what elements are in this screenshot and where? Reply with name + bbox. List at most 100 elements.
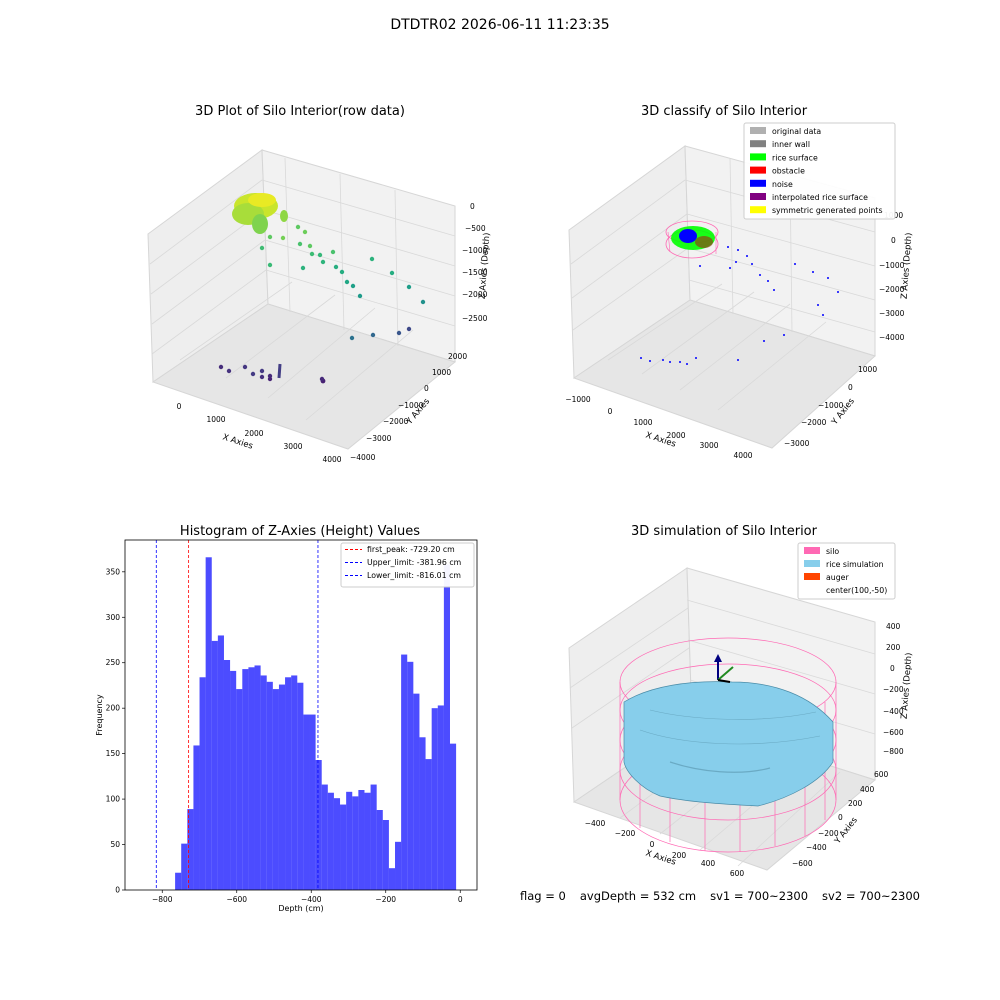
legend-label: obstacle xyxy=(772,167,805,176)
simulation-xtick-0: −400 xyxy=(585,819,606,828)
histogram-y-label: Frequency xyxy=(95,694,104,736)
raw-plot-title: 3D Plot of Silo Interior(row data) xyxy=(195,104,405,119)
classify-noise-points xyxy=(640,246,839,365)
histogram-legend-label: Lower_limit: -816.01 cm xyxy=(367,571,461,580)
simulation-ztick-2: 0 xyxy=(890,664,895,673)
classify-ztick-5: −4000 xyxy=(879,333,905,342)
histogram-ytick-label: 50 xyxy=(110,840,120,849)
histogram-bar xyxy=(413,693,420,890)
raw-y-ticks: 2000 1000 0 −1000 −2000 −3000 −4000 xyxy=(350,352,467,462)
raw-3d-panes xyxy=(147,149,457,450)
histogram-ytick-label: 150 xyxy=(106,749,121,758)
legend-swatch xyxy=(750,206,766,214)
histogram-bar xyxy=(223,660,231,890)
legend-label: silo xyxy=(826,547,839,556)
histogram-bar xyxy=(437,705,444,890)
raw-x-ticks: 0 1000 2000 3000 4000 xyxy=(177,402,342,464)
raw-ztick-1: −500 xyxy=(465,224,486,233)
raw-xtick-3: 3000 xyxy=(283,442,302,451)
simulation-ztick-5: −600 xyxy=(883,728,904,737)
histogram-bar xyxy=(272,689,279,890)
histogram-title: Histogram of Z-Axies (Height) Values xyxy=(179,524,421,539)
raw-ytick-1: 1000 xyxy=(432,368,451,377)
simulation-xtick-5: 600 xyxy=(730,869,745,878)
histogram-bar xyxy=(260,675,267,890)
histogram-bar xyxy=(321,784,328,890)
histogram-bar xyxy=(327,792,334,890)
legend-swatch xyxy=(804,547,820,554)
histogram-xtick-label: −200 xyxy=(375,895,396,904)
status-flag: flag = 0 xyxy=(520,889,566,903)
status-sv2: sv2 = 700~2300 xyxy=(822,889,920,903)
status-avg-depth: avgDepth = 532 cm xyxy=(579,889,697,903)
auger-arrows xyxy=(714,654,734,683)
simulation-ztick-0: 400 xyxy=(886,622,901,631)
simulation-ytick-3: 0 xyxy=(838,813,843,822)
histogram-bar xyxy=(376,810,383,890)
histogram-bar xyxy=(309,714,316,890)
raw-ztick-5: −2500 xyxy=(462,314,488,323)
histogram-bar xyxy=(230,670,237,890)
classify-ytick-1: 0 xyxy=(848,383,853,392)
classify-ztick-1: 0 xyxy=(891,236,896,245)
raw-ytick-3: −1000 xyxy=(398,401,424,410)
legend-swatch xyxy=(750,153,766,161)
legend-label: center(100,-50) xyxy=(826,586,887,595)
histogram-bar xyxy=(443,564,450,890)
raw-ztick-2: −1000 xyxy=(462,246,488,255)
raw-xtick-1: 1000 xyxy=(206,415,225,424)
classify-silo-cluster xyxy=(665,220,719,259)
histogram-legend-label: Upper_limit: -381.96 cm xyxy=(367,558,461,567)
raw-xtick-4: 4000 xyxy=(322,455,341,464)
histogram-bar xyxy=(217,635,224,890)
classify-plot-title: 3D classify of Silo Interior xyxy=(640,104,808,119)
histogram-bar xyxy=(431,708,438,890)
simulation-ztick-4: −400 xyxy=(883,707,904,716)
histogram-bar xyxy=(291,675,298,890)
histogram-bar xyxy=(395,841,402,890)
raw-rice-cluster xyxy=(232,193,288,234)
histogram-bar xyxy=(254,665,261,890)
raw-scatter-points xyxy=(218,224,426,384)
histogram-bar xyxy=(187,809,194,890)
histogram-legend: first_peak: -729.20 cm Upper_limit: -381.… xyxy=(340,542,475,588)
legend-label: inner wall xyxy=(772,140,810,149)
classify-xtick-1: 0 xyxy=(608,407,613,416)
histogram-bar xyxy=(266,681,273,890)
histogram-bar xyxy=(401,654,408,890)
classify-xtick-5: 4000 xyxy=(733,451,752,460)
histogram-bar xyxy=(388,868,396,890)
classify-ytick-2: −1000 xyxy=(818,401,844,410)
histogram-bars xyxy=(175,557,457,890)
histogram-bar xyxy=(199,677,206,890)
histogram-bar xyxy=(425,759,432,890)
simulation-z-ticks: 400 200 0 −200 −400 −600 −800 xyxy=(883,622,904,756)
simulation-ztick-6: −800 xyxy=(883,747,904,756)
status-sv1: sv1 = 700~2300 xyxy=(710,889,809,903)
histogram-x-ticks: −800 −600 −400 −200 0 xyxy=(152,890,463,904)
raw-ytick-5: −3000 xyxy=(366,434,392,443)
histogram-ytick-label: 350 xyxy=(106,567,121,576)
simulation-legend: silo rice simulation auger center(100,-50) xyxy=(797,542,896,600)
classify-xtick-3: 2000 xyxy=(666,431,685,440)
raw-xtick-0: 0 xyxy=(177,402,182,411)
histogram-bar xyxy=(407,661,414,890)
histogram-y-ticks: 0 50 100 150 200 250 300 350 xyxy=(106,567,125,895)
legend-label: symmetric generated points xyxy=(772,206,883,215)
histogram-bar xyxy=(333,798,341,890)
classify-x-ticks: −1000 0 1000 2000 3000 4000 xyxy=(565,395,752,460)
legend-swatch xyxy=(750,127,766,134)
histogram-legend-label: first_peak: -729.20 cm xyxy=(367,545,455,554)
histogram-bar xyxy=(285,677,292,890)
legend-swatch xyxy=(750,179,766,187)
classify-ytick-0: 1000 xyxy=(858,365,877,374)
histogram-bar xyxy=(248,667,255,890)
legend-swatch xyxy=(804,573,820,580)
histogram-bar xyxy=(205,557,212,890)
figure-suptitle: DTDTR02 2026-06-11 11:23:35 xyxy=(390,17,610,33)
legend-label: rice surface xyxy=(772,153,818,162)
classify-ztick-3: −2000 xyxy=(879,285,905,294)
rice-simulation-surface xyxy=(623,681,834,807)
classify-y-ticks: 1000 0 −1000 −2000 −3000 xyxy=(784,365,877,448)
histogram-marker-lines xyxy=(155,540,319,890)
